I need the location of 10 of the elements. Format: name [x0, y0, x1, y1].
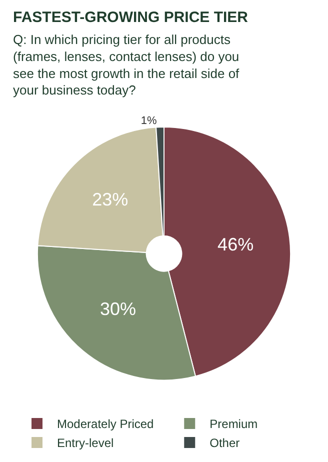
legend-label: Premium — [210, 417, 258, 432]
legend-label: Moderately Priced — [57, 417, 154, 432]
data-label: 1% — [140, 115, 158, 128]
data-label: 46% — [218, 234, 254, 255]
legend-label: Entry-level — [57, 436, 114, 450]
chart-subtitle: Q: In which pricing tier for all products (frames, lenses, contact lenses) do you see the most growth in the retail side of your business today? — [13, 32, 240, 98]
legend-label: Other — [210, 436, 240, 450]
chart-title: FASTEST-GROWING PRICE TIER — [13, 9, 248, 26]
data-label: 30% — [100, 299, 136, 320]
data-label: 23% — [92, 190, 128, 210]
